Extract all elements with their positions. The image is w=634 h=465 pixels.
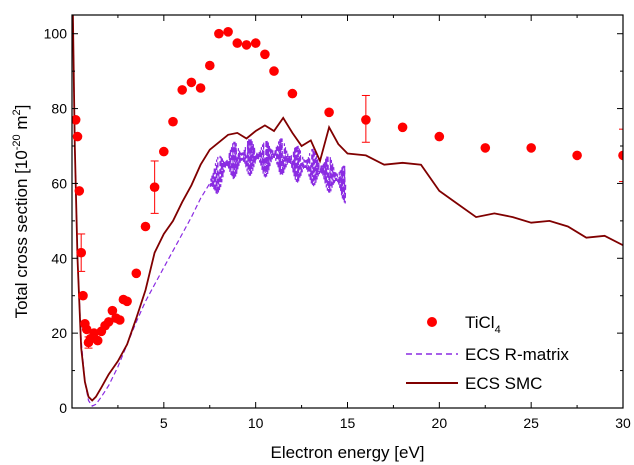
y-tick-label: 0 — [59, 400, 67, 416]
data-point — [260, 49, 270, 60]
data-point — [107, 305, 118, 316]
data-point — [72, 131, 83, 142]
legend-label-smc: ECS SMC — [465, 374, 542, 393]
data-point — [397, 122, 408, 133]
data-point — [572, 150, 582, 161]
data-point — [205, 60, 215, 71]
series-line-smc — [72, 15, 623, 402]
data-point — [89, 328, 99, 338]
y-tick-label: 60 — [51, 175, 67, 191]
data-point — [480, 143, 491, 153]
data-point — [324, 107, 334, 118]
legend-label-rmatrix: ECS R-matrix — [465, 345, 569, 364]
y-tick-label: 100 — [44, 26, 68, 42]
error-bar — [619, 128, 623, 183]
data-point — [122, 296, 132, 307]
data-point — [115, 315, 125, 325]
data-point — [526, 143, 536, 153]
data-point — [223, 27, 233, 37]
data-point — [74, 186, 85, 196]
data-point — [269, 66, 279, 76]
data-point — [186, 77, 197, 88]
data-point — [250, 38, 261, 48]
y-tick-label: 20 — [51, 325, 67, 341]
data-point — [434, 131, 445, 142]
legend-marker-experiment — [427, 317, 437, 327]
data-point — [241, 40, 252, 50]
data-point — [103, 317, 114, 327]
data-point — [195, 83, 206, 93]
data-point — [177, 85, 187, 95]
data-point — [92, 335, 103, 346]
plot-area — [72, 15, 623, 407]
data-point — [287, 88, 298, 99]
y-tick-label: 40 — [51, 250, 67, 266]
x-tick-label: 15 — [340, 415, 356, 431]
y-axis-title: Total cross section [10-20 m2] — [11, 105, 31, 319]
data-point — [76, 247, 86, 258]
data-point — [131, 268, 142, 279]
y-tick-label: 80 — [51, 101, 67, 117]
data-point — [168, 116, 178, 127]
x-tick-label: 25 — [523, 415, 539, 431]
x-tick-label: 10 — [248, 415, 264, 431]
series-line-rmatrix — [72, 15, 347, 407]
x-tick-label: 20 — [432, 415, 448, 431]
x-tick-label: 5 — [160, 415, 168, 431]
data-point — [618, 150, 623, 161]
data-point — [140, 221, 151, 232]
data-point — [149, 182, 160, 192]
data-point — [159, 146, 169, 157]
data-point — [361, 115, 371, 125]
legend-label-experiment: TiCl4 — [465, 313, 501, 336]
x-axis-title: Electron energy [eV] — [270, 443, 424, 462]
x-tick-label: 30 — [615, 415, 631, 431]
legend: TiCl4 ECS R-matrix ECS SMC — [406, 313, 569, 393]
data-point — [78, 290, 88, 301]
data-point — [232, 38, 243, 48]
data-point — [72, 115, 81, 125]
data-point — [214, 28, 224, 39]
data-point — [81, 324, 92, 335]
axes: 5 10 15 20 25 30 0 20 40 60 80 100 — [44, 15, 631, 431]
